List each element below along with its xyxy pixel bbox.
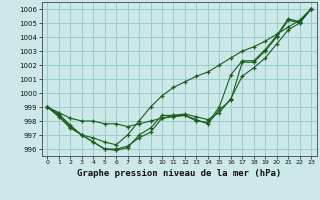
X-axis label: Graphe pression niveau de la mer (hPa): Graphe pression niveau de la mer (hPa) [77,169,281,178]
